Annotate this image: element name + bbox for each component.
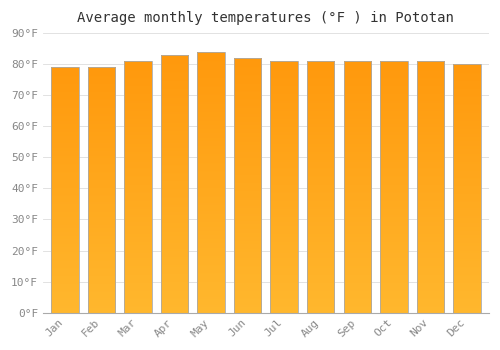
Bar — [51, 67, 78, 313]
Bar — [161, 55, 188, 313]
Bar — [124, 61, 152, 313]
Title: Average monthly temperatures (°F ) in Pototan: Average monthly temperatures (°F ) in Po… — [78, 11, 454, 25]
Bar — [307, 61, 334, 313]
Bar — [454, 64, 480, 313]
Bar — [270, 61, 298, 313]
Bar — [344, 61, 371, 313]
Bar — [416, 61, 444, 313]
Bar — [234, 58, 262, 313]
Bar — [380, 61, 407, 313]
Bar — [198, 52, 225, 313]
Bar — [88, 67, 115, 313]
